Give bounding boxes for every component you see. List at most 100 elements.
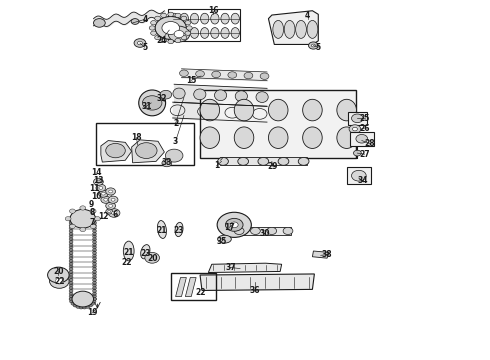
Circle shape (150, 21, 156, 25)
Bar (346, 167, 371, 184)
Ellipse shape (283, 227, 293, 234)
Ellipse shape (258, 157, 269, 165)
Circle shape (93, 268, 97, 271)
Circle shape (145, 252, 159, 263)
Circle shape (69, 273, 73, 276)
Circle shape (70, 300, 74, 303)
Circle shape (217, 212, 251, 237)
Circle shape (69, 287, 73, 289)
Circle shape (69, 230, 73, 233)
Text: 9: 9 (89, 200, 94, 209)
Ellipse shape (200, 13, 209, 24)
Bar (350, 132, 373, 146)
Circle shape (93, 298, 97, 301)
Circle shape (93, 232, 97, 235)
Polygon shape (185, 278, 196, 297)
Circle shape (93, 243, 97, 246)
Circle shape (101, 192, 105, 195)
Circle shape (143, 96, 162, 110)
Circle shape (89, 212, 93, 215)
Text: 27: 27 (359, 150, 370, 159)
Polygon shape (175, 278, 186, 297)
Circle shape (76, 305, 80, 308)
Ellipse shape (234, 127, 254, 148)
Bar (220, 157, 307, 165)
Circle shape (93, 254, 97, 257)
Circle shape (93, 281, 97, 284)
Circle shape (175, 39, 181, 43)
Circle shape (109, 204, 113, 207)
Circle shape (93, 224, 97, 227)
Circle shape (93, 219, 97, 222)
Text: 33: 33 (162, 158, 172, 167)
Ellipse shape (234, 227, 244, 234)
Circle shape (69, 284, 73, 287)
Text: 18: 18 (131, 133, 142, 142)
Circle shape (70, 216, 74, 219)
Circle shape (69, 251, 73, 254)
Text: 34: 34 (358, 176, 368, 185)
Circle shape (69, 295, 73, 298)
Circle shape (71, 214, 75, 217)
Ellipse shape (212, 71, 220, 78)
Circle shape (93, 287, 97, 289)
Circle shape (92, 300, 96, 303)
Circle shape (69, 292, 73, 295)
Ellipse shape (139, 90, 166, 116)
Circle shape (69, 246, 73, 249)
Circle shape (185, 31, 191, 35)
Ellipse shape (190, 13, 198, 24)
Circle shape (82, 306, 86, 309)
Circle shape (48, 267, 69, 283)
Circle shape (162, 22, 179, 35)
Circle shape (111, 198, 115, 201)
Circle shape (92, 216, 96, 219)
Circle shape (90, 209, 96, 213)
Circle shape (108, 196, 118, 203)
Text: 16: 16 (208, 6, 219, 15)
Circle shape (69, 268, 73, 271)
Circle shape (93, 246, 97, 249)
Circle shape (165, 149, 183, 162)
Circle shape (69, 298, 73, 301)
Circle shape (69, 298, 73, 301)
Ellipse shape (179, 70, 188, 76)
Circle shape (98, 190, 108, 197)
Circle shape (82, 210, 86, 213)
Polygon shape (132, 140, 164, 163)
Circle shape (69, 243, 73, 246)
Text: 26: 26 (360, 123, 370, 132)
Circle shape (69, 224, 73, 227)
Text: 12: 12 (98, 212, 109, 221)
Circle shape (93, 262, 97, 265)
Bar (96, 123, 194, 165)
Circle shape (69, 240, 73, 243)
Ellipse shape (256, 92, 268, 103)
Circle shape (155, 35, 161, 40)
Circle shape (69, 221, 73, 224)
Ellipse shape (200, 28, 209, 39)
Text: 23: 23 (140, 249, 150, 258)
Circle shape (155, 17, 186, 40)
Circle shape (108, 209, 120, 217)
Ellipse shape (298, 157, 309, 165)
Text: 14: 14 (91, 168, 101, 177)
Text: 21: 21 (157, 226, 167, 235)
Ellipse shape (231, 28, 240, 39)
Ellipse shape (244, 72, 253, 79)
Text: 22: 22 (122, 258, 132, 267)
Circle shape (93, 284, 97, 287)
Ellipse shape (234, 99, 254, 121)
Polygon shape (200, 90, 356, 158)
Ellipse shape (269, 127, 288, 148)
Circle shape (230, 222, 238, 228)
Circle shape (108, 211, 111, 212)
Circle shape (69, 227, 73, 230)
Circle shape (155, 16, 161, 21)
Ellipse shape (235, 91, 247, 102)
Polygon shape (269, 11, 318, 44)
Circle shape (89, 304, 93, 307)
Ellipse shape (141, 245, 150, 259)
Circle shape (69, 289, 73, 292)
Circle shape (104, 198, 108, 201)
